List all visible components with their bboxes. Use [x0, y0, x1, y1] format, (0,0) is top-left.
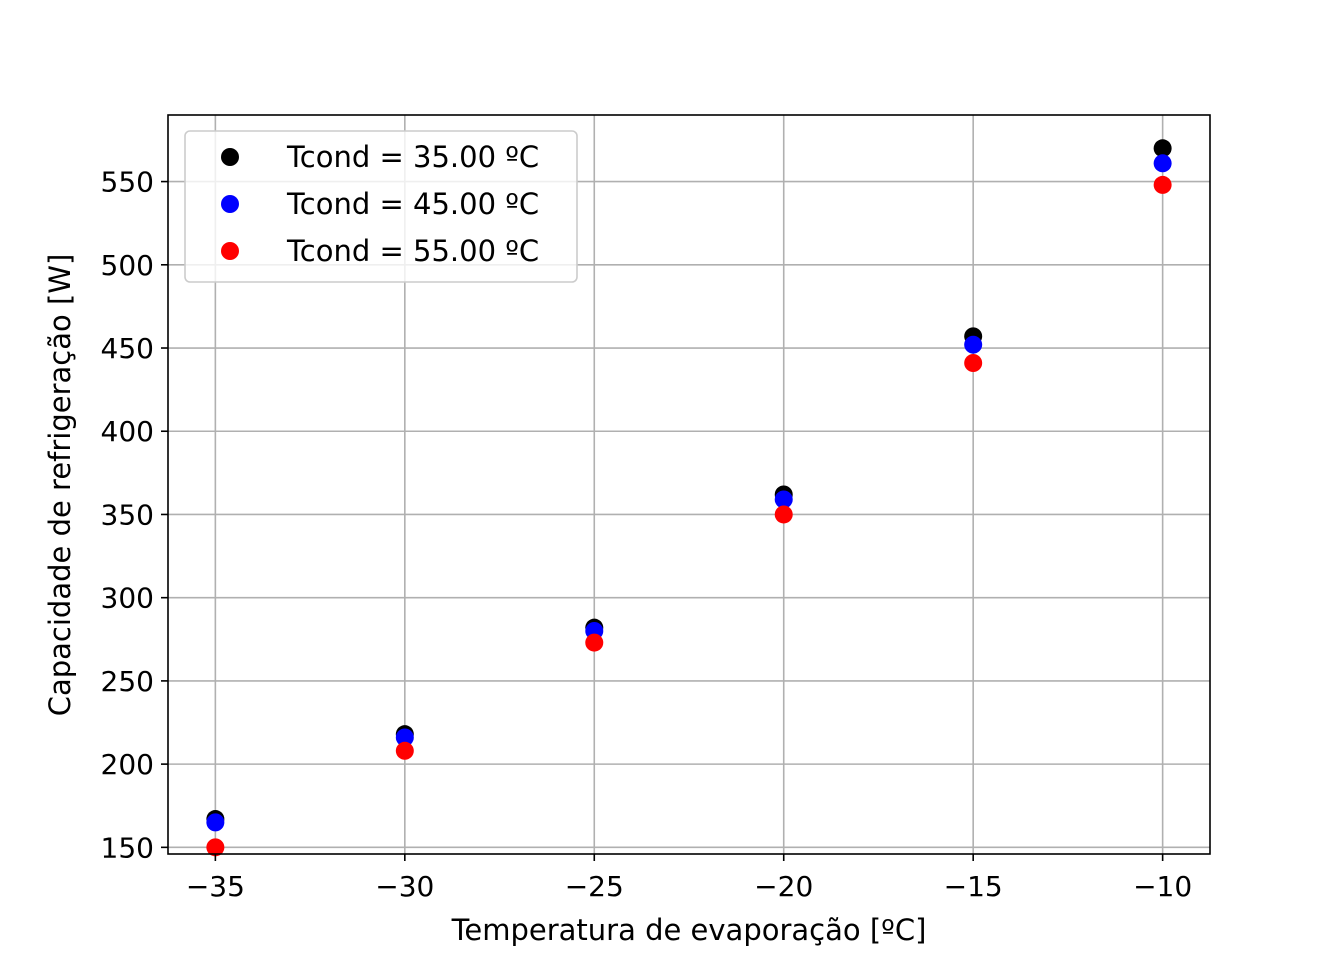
data-point	[395, 741, 414, 760]
x-axis-label: Temperatura de evaporação [ºC]	[451, 913, 927, 947]
x-tick-label: −15	[944, 870, 1003, 903]
data-point	[585, 633, 604, 652]
data-point	[964, 335, 983, 354]
legend-entry-label: Tcond = 45.00 ºC	[286, 187, 539, 221]
series-3	[206, 175, 1172, 857]
data-point	[1153, 154, 1172, 173]
x-tick-label: −35	[186, 870, 245, 903]
x-tick-label: −25	[565, 870, 624, 903]
legend-marker	[221, 195, 239, 213]
y-tick-label: 450	[101, 332, 154, 365]
legend: Tcond = 35.00 ºC Tcond = 45.00 ºC Tcond = …	[184, 130, 578, 283]
y-axis-label: Capacidade de refrigeração [W]	[43, 254, 77, 717]
legend-entry-label: Tcond = 55.00 ºC	[286, 234, 539, 268]
data-point	[206, 838, 225, 857]
data-point	[206, 813, 225, 832]
x-axis-ticks: −35 −30 −25 −20 −15 −10	[186, 854, 1192, 903]
legend-marker	[221, 242, 239, 260]
data-points	[206, 139, 1172, 857]
y-tick-label: 150	[101, 831, 154, 864]
y-tick-label: 350	[101, 498, 154, 531]
legend-entry-label: Tcond = 35.00 ºC	[286, 140, 539, 174]
x-tick-label: −30	[375, 870, 434, 903]
data-point	[774, 490, 793, 509]
y-tick-label: 550	[101, 166, 154, 199]
data-point	[1153, 139, 1172, 158]
y-tick-label: 300	[101, 582, 154, 615]
grid	[168, 115, 1210, 854]
y-tick-label: 500	[101, 249, 154, 282]
legend-marker	[221, 148, 239, 166]
plot-frame	[167, 114, 1211, 855]
data-point	[1153, 175, 1172, 194]
y-axis-ticks: 150 200 250 300 350 400 450 500 550	[101, 166, 168, 864]
y-tick-label: 200	[101, 748, 154, 781]
y-tick-label: 400	[101, 415, 154, 448]
y-tick-label: 250	[101, 665, 154, 698]
x-tick-label: −10	[1133, 870, 1192, 903]
legend-box	[184, 130, 578, 283]
data-point	[395, 728, 414, 747]
data-point	[964, 353, 983, 372]
x-tick-label: −20	[754, 870, 813, 903]
data-point	[774, 505, 793, 524]
